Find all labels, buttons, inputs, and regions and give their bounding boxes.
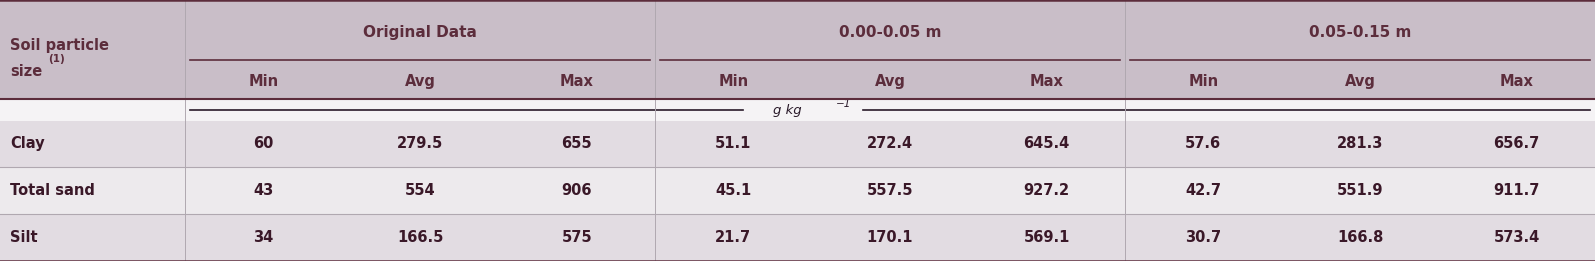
Text: 575: 575 [561, 230, 592, 245]
Text: Avg: Avg [405, 74, 435, 90]
Bar [498, 64, 656, 99]
Text: 60: 60 [254, 137, 273, 151]
Text: 0.00-0.05 m: 0.00-0.05 m [839, 25, 941, 40]
Text: 30.7: 30.7 [1185, 230, 1222, 245]
Text: Avg: Avg [874, 74, 906, 90]
Text: Max: Max [1030, 74, 1064, 90]
Text: Total sand: Total sand [10, 183, 94, 198]
Bar [0, 99, 1595, 121]
Text: 0.05-0.15 m: 0.05-0.15 m [1309, 25, 1412, 40]
Text: 43: 43 [254, 183, 273, 198]
Text: 34: 34 [254, 230, 273, 245]
Bar [341, 64, 498, 99]
Text: Max: Max [560, 74, 593, 90]
Text: size: size [10, 64, 41, 79]
Text: 557.5: 557.5 [866, 183, 914, 198]
Bar [1124, 64, 1282, 99]
Text: 57.6: 57.6 [1185, 137, 1222, 151]
Text: 906: 906 [561, 183, 592, 198]
Bar [656, 64, 812, 99]
Text: Clay: Clay [10, 137, 45, 151]
Bar [185, 64, 341, 99]
Text: 272.4: 272.4 [868, 137, 912, 151]
Text: 927.2: 927.2 [1024, 183, 1070, 198]
Text: (1): (1) [48, 54, 65, 64]
Text: 911.7: 911.7 [1493, 183, 1539, 198]
Text: 170.1: 170.1 [866, 230, 914, 245]
Bar [1439, 64, 1595, 99]
Text: 655: 655 [561, 137, 592, 151]
Text: 51.1: 51.1 [715, 137, 751, 151]
Text: 166.8: 166.8 [1337, 230, 1383, 245]
Text: 551.9: 551.9 [1337, 183, 1383, 198]
Text: 21.7: 21.7 [715, 230, 751, 245]
Bar [0, 167, 1595, 214]
Text: Max: Max [1499, 74, 1534, 90]
Bar [812, 64, 968, 99]
Text: 281.3: 281.3 [1337, 137, 1383, 151]
Text: Avg: Avg [1345, 74, 1375, 90]
Text: Min: Min [1188, 74, 1219, 90]
Bar [1282, 64, 1439, 99]
Text: 573.4: 573.4 [1493, 230, 1539, 245]
Text: Silt: Silt [10, 230, 38, 245]
Bar [0, 0, 185, 99]
Text: 42.7: 42.7 [1185, 183, 1222, 198]
Bar [656, 0, 1124, 64]
Bar [968, 64, 1124, 99]
Text: 166.5: 166.5 [397, 230, 443, 245]
Bar [0, 121, 1595, 167]
Text: 45.1: 45.1 [715, 183, 751, 198]
Text: 656.7: 656.7 [1493, 137, 1539, 151]
Text: Original Data: Original Data [364, 25, 477, 40]
Text: 645.4: 645.4 [1024, 137, 1070, 151]
Text: 554: 554 [405, 183, 435, 198]
Text: −1: −1 [836, 99, 850, 109]
Bar [1124, 0, 1595, 64]
Text: 279.5: 279.5 [397, 137, 443, 151]
Text: g kg: g kg [774, 104, 802, 116]
Text: Min: Min [718, 74, 748, 90]
Text: 569.1: 569.1 [1024, 230, 1070, 245]
Bar [0, 214, 1595, 261]
Text: Soil particle: Soil particle [10, 38, 108, 53]
Text: Min: Min [249, 74, 279, 90]
Bar [185, 0, 656, 64]
